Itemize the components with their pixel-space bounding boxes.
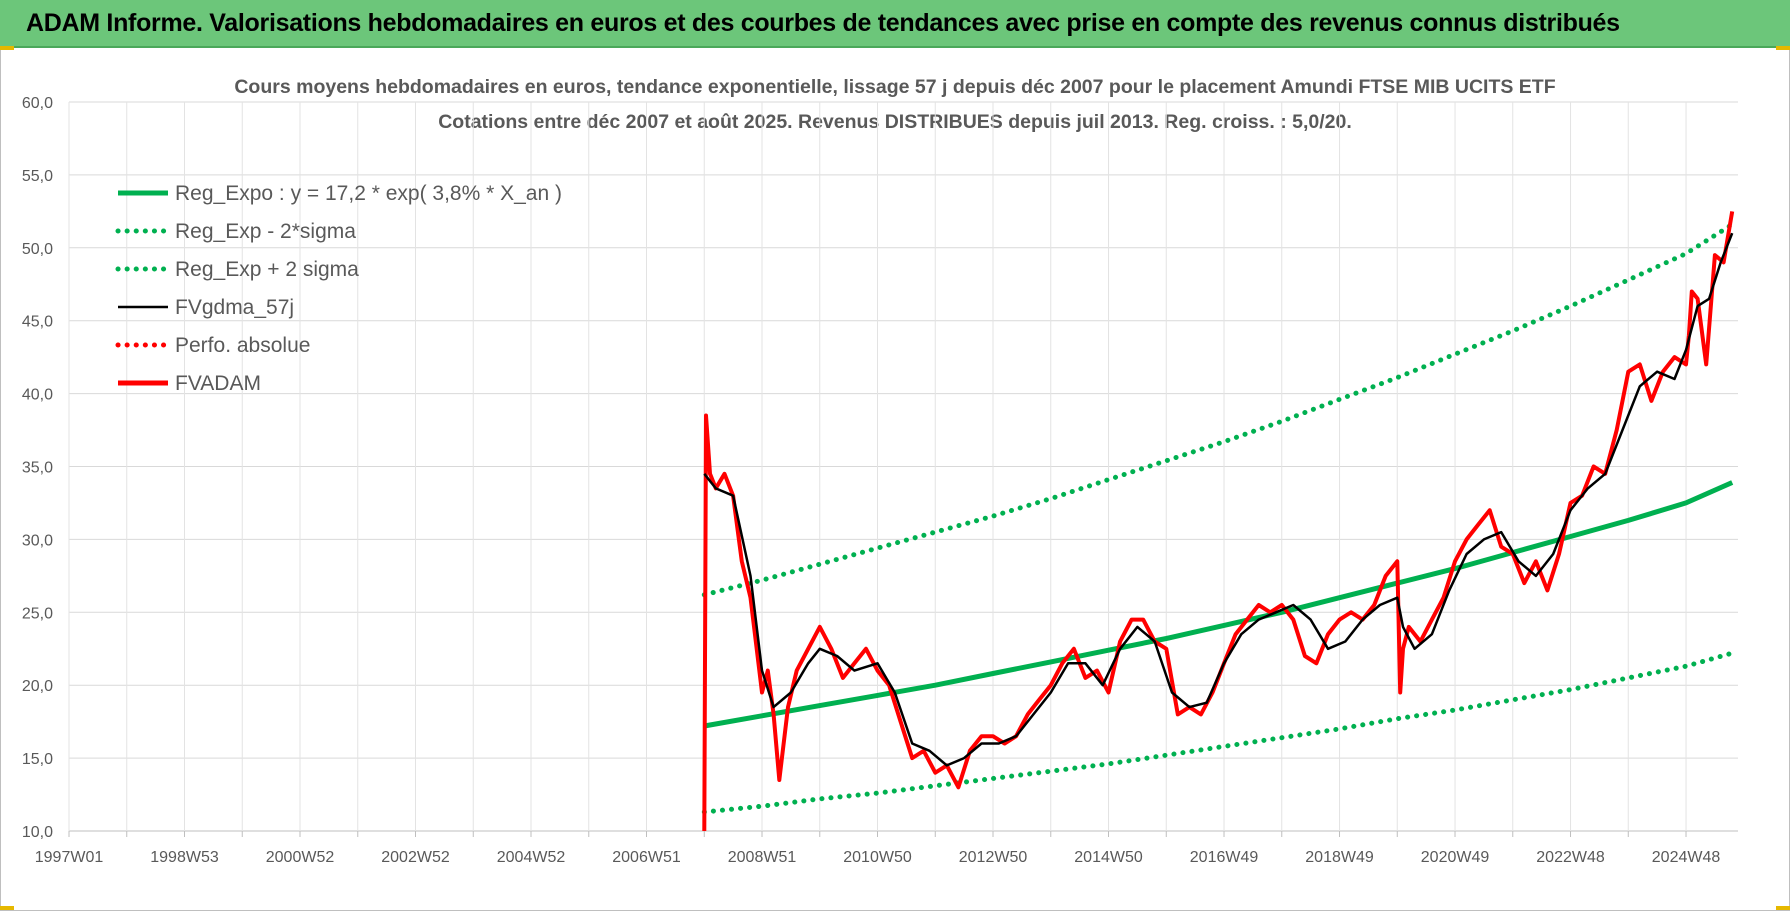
- y-tick-label: 45,0: [22, 314, 53, 331]
- chart-title: Cours moyens hebdomadaires en euros, ten…: [234, 76, 1556, 98]
- fvgdma-57j-line-points: [704, 233, 1733, 766]
- legend-label: Perfo. absolue: [175, 334, 310, 357]
- y-tick-label: 30,0: [22, 532, 53, 549]
- y-tick-label: 20,0: [22, 678, 53, 695]
- grid-lines: [68, 101, 1738, 837]
- y-tick-label: 15,0: [22, 751, 53, 768]
- x-tick-label: 2024W48: [1652, 849, 1721, 866]
- y-tick-label: 10,0: [22, 824, 53, 841]
- x-tick-label: 2012W50: [959, 849, 1028, 866]
- fvadam-line-points: [704, 211, 1733, 832]
- legend-label: FVgdma_57j: [175, 296, 294, 319]
- legend-label: FVADAM: [175, 372, 261, 395]
- x-tick-label: 2018W49: [1305, 849, 1374, 866]
- fvadam-line: [702, 211, 1735, 832]
- reg-exp-minus-2sigma-line-points: [704, 653, 1733, 813]
- header-banner: ADAM Informe. Valorisations hebdomadaire…: [0, 0, 1790, 48]
- x-tick-label: 1998W53: [150, 849, 219, 866]
- y-axis-ticks: 10,0 15,0 20,0 25,0 30,0 35,0 40,0 45,0 50,0 55,0…: [22, 95, 53, 841]
- fvgdma-57j-line: [703, 232, 1734, 767]
- x-tick-label: 2022W48: [1536, 849, 1605, 866]
- x-tick-label: 2008W51: [728, 849, 797, 866]
- x-tick-label: 2004W52: [497, 849, 566, 866]
- y-tick-label: 25,0: [22, 605, 53, 622]
- legend-label: Reg_Exp - 2*sigma: [175, 220, 356, 243]
- y-tick-label: 50,0: [22, 241, 53, 258]
- corner-marker-top-right: [1776, 46, 1790, 50]
- corner-marker-top-left: [0, 46, 14, 50]
- legend-label: Reg_Expo : y = 17,2 * exp( 3,8% * X_an ): [175, 182, 562, 205]
- x-tick-label: 2020W49: [1421, 849, 1490, 866]
- legend-label: Reg_Exp + 2 sigma: [175, 258, 359, 281]
- x-tick-label: 2006W51: [612, 849, 681, 866]
- x-tick-label: 2014W50: [1074, 849, 1143, 866]
- y-tick-label: 60,0: [22, 95, 53, 112]
- x-axis-ticks: 1997W01 1998W53 2000W52 2002W52 2004W52 2006W…: [35, 849, 1721, 866]
- x-tick-label: 1997W01: [35, 849, 104, 866]
- corner-marker-bottom-right: [1776, 906, 1790, 910]
- x-tick-label: 2016W49: [1190, 849, 1259, 866]
- banner-title: ADAM Informe. Valorisations hebdomadaire…: [26, 9, 1620, 37]
- x-tick-label: 2002W52: [381, 849, 450, 866]
- x-tick-label: 2010W50: [843, 849, 912, 866]
- plot-area: [701, 211, 1735, 832]
- legend: Reg_Expo : y = 17,2 * exp( 3,8% * X_an )…: [115, 182, 562, 395]
- chart-subtitle: Cotations entre déc 2007 et août 2025. R…: [438, 111, 1352, 133]
- y-tick-label: 55,0: [22, 168, 53, 185]
- y-tick-label: 40,0: [22, 387, 53, 404]
- corner-marker-bottom-left: [0, 906, 14, 910]
- y-tick-label: 35,0: [22, 460, 53, 477]
- x-tick-label: 2000W52: [266, 849, 335, 866]
